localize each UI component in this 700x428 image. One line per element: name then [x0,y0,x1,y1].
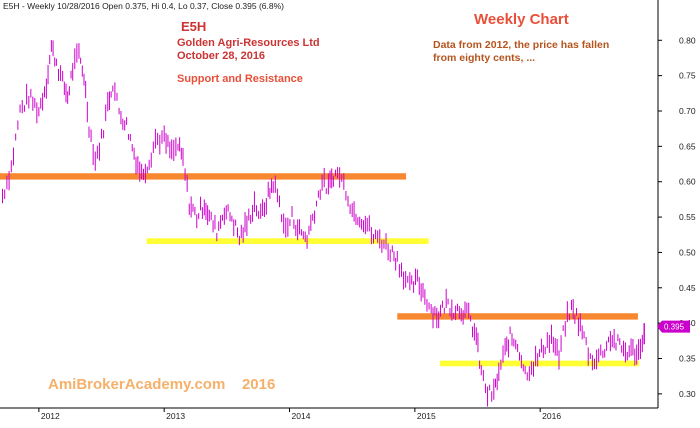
y-tick-label: 0.35 [679,354,696,364]
ticker-label: E5H [181,19,206,34]
x-tick-label: 2015 [417,411,436,421]
quote-header: E5H - Weekly 10/28/2016 Open 0.375, Hi 0… [3,1,284,11]
bars-layer [2,39,645,407]
date-label: October 28, 2016 [177,50,265,62]
support-band-1 [146,238,429,244]
x-tick-label: 2016 [542,411,561,421]
y-tick-label: 0.50 [679,247,696,257]
y-tick-label: 0.65 [679,141,696,151]
x-tick-label: 2012 [41,411,60,421]
x-tick-label: 2013 [166,411,185,421]
y-tick-label: 0.75 [679,71,696,81]
y-tick-label: 0.70 [679,106,696,116]
support-resistance-label: Support and Resistance [177,73,303,85]
resistance-band-2 [397,313,638,320]
y-tick-label: 0.55 [679,212,696,222]
bands-layer [0,173,640,367]
y-tick-label: 0.45 [679,283,696,293]
chart-kind-label: Weekly Chart [474,11,569,28]
last-price-marker: 0.395 [657,320,690,333]
x-tick-label: 2014 [292,411,311,421]
y-tick-label: 0.80 [679,35,696,45]
y-tick-label: 0.30 [679,389,696,399]
comment-line-1: Data from 2012, the price has fallen [433,39,609,51]
resistance-band-0 [0,173,407,180]
comment-line-2: from eighty cents, ... [433,52,535,64]
company-label: Golden Agri-Resources Ltd [177,37,320,49]
y-tick-label: 0.60 [679,177,696,187]
watermark: AmiBrokerAcademy.com 2016 [48,376,275,393]
last-price-label: 0.395 [664,323,685,332]
support-band-3 [439,360,640,367]
